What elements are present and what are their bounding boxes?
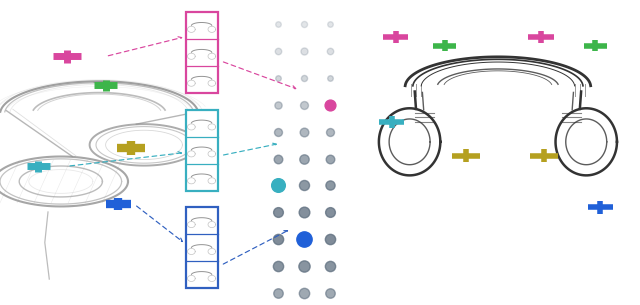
Point — [299, 22, 309, 27]
Point — [273, 264, 284, 268]
Point — [273, 22, 284, 27]
Point — [324, 102, 335, 107]
Point — [324, 237, 335, 242]
Point — [299, 129, 309, 134]
Point — [273, 210, 284, 215]
Point — [324, 49, 335, 54]
Point — [324, 210, 335, 215]
Point — [299, 290, 309, 295]
Point — [299, 237, 309, 242]
FancyBboxPatch shape — [186, 12, 218, 93]
Point — [299, 102, 309, 107]
Point — [273, 237, 284, 242]
Point — [324, 264, 335, 268]
Point — [273, 129, 284, 134]
Point — [273, 183, 284, 188]
Point — [273, 156, 284, 161]
Point — [324, 290, 335, 295]
Point — [324, 183, 335, 188]
Point — [299, 49, 309, 54]
Point — [299, 156, 309, 161]
Point — [299, 76, 309, 81]
Point — [299, 210, 309, 215]
Point — [324, 102, 335, 107]
Point — [273, 102, 284, 107]
Point — [273, 290, 284, 295]
Point — [299, 183, 309, 188]
Point — [324, 22, 335, 27]
Point — [273, 76, 284, 81]
Point — [324, 156, 335, 161]
Point — [324, 129, 335, 134]
FancyBboxPatch shape — [186, 110, 218, 191]
Point — [299, 237, 309, 242]
Point — [324, 76, 335, 81]
FancyBboxPatch shape — [186, 207, 218, 288]
Point — [299, 264, 309, 268]
Point — [273, 49, 284, 54]
Point — [273, 183, 284, 188]
